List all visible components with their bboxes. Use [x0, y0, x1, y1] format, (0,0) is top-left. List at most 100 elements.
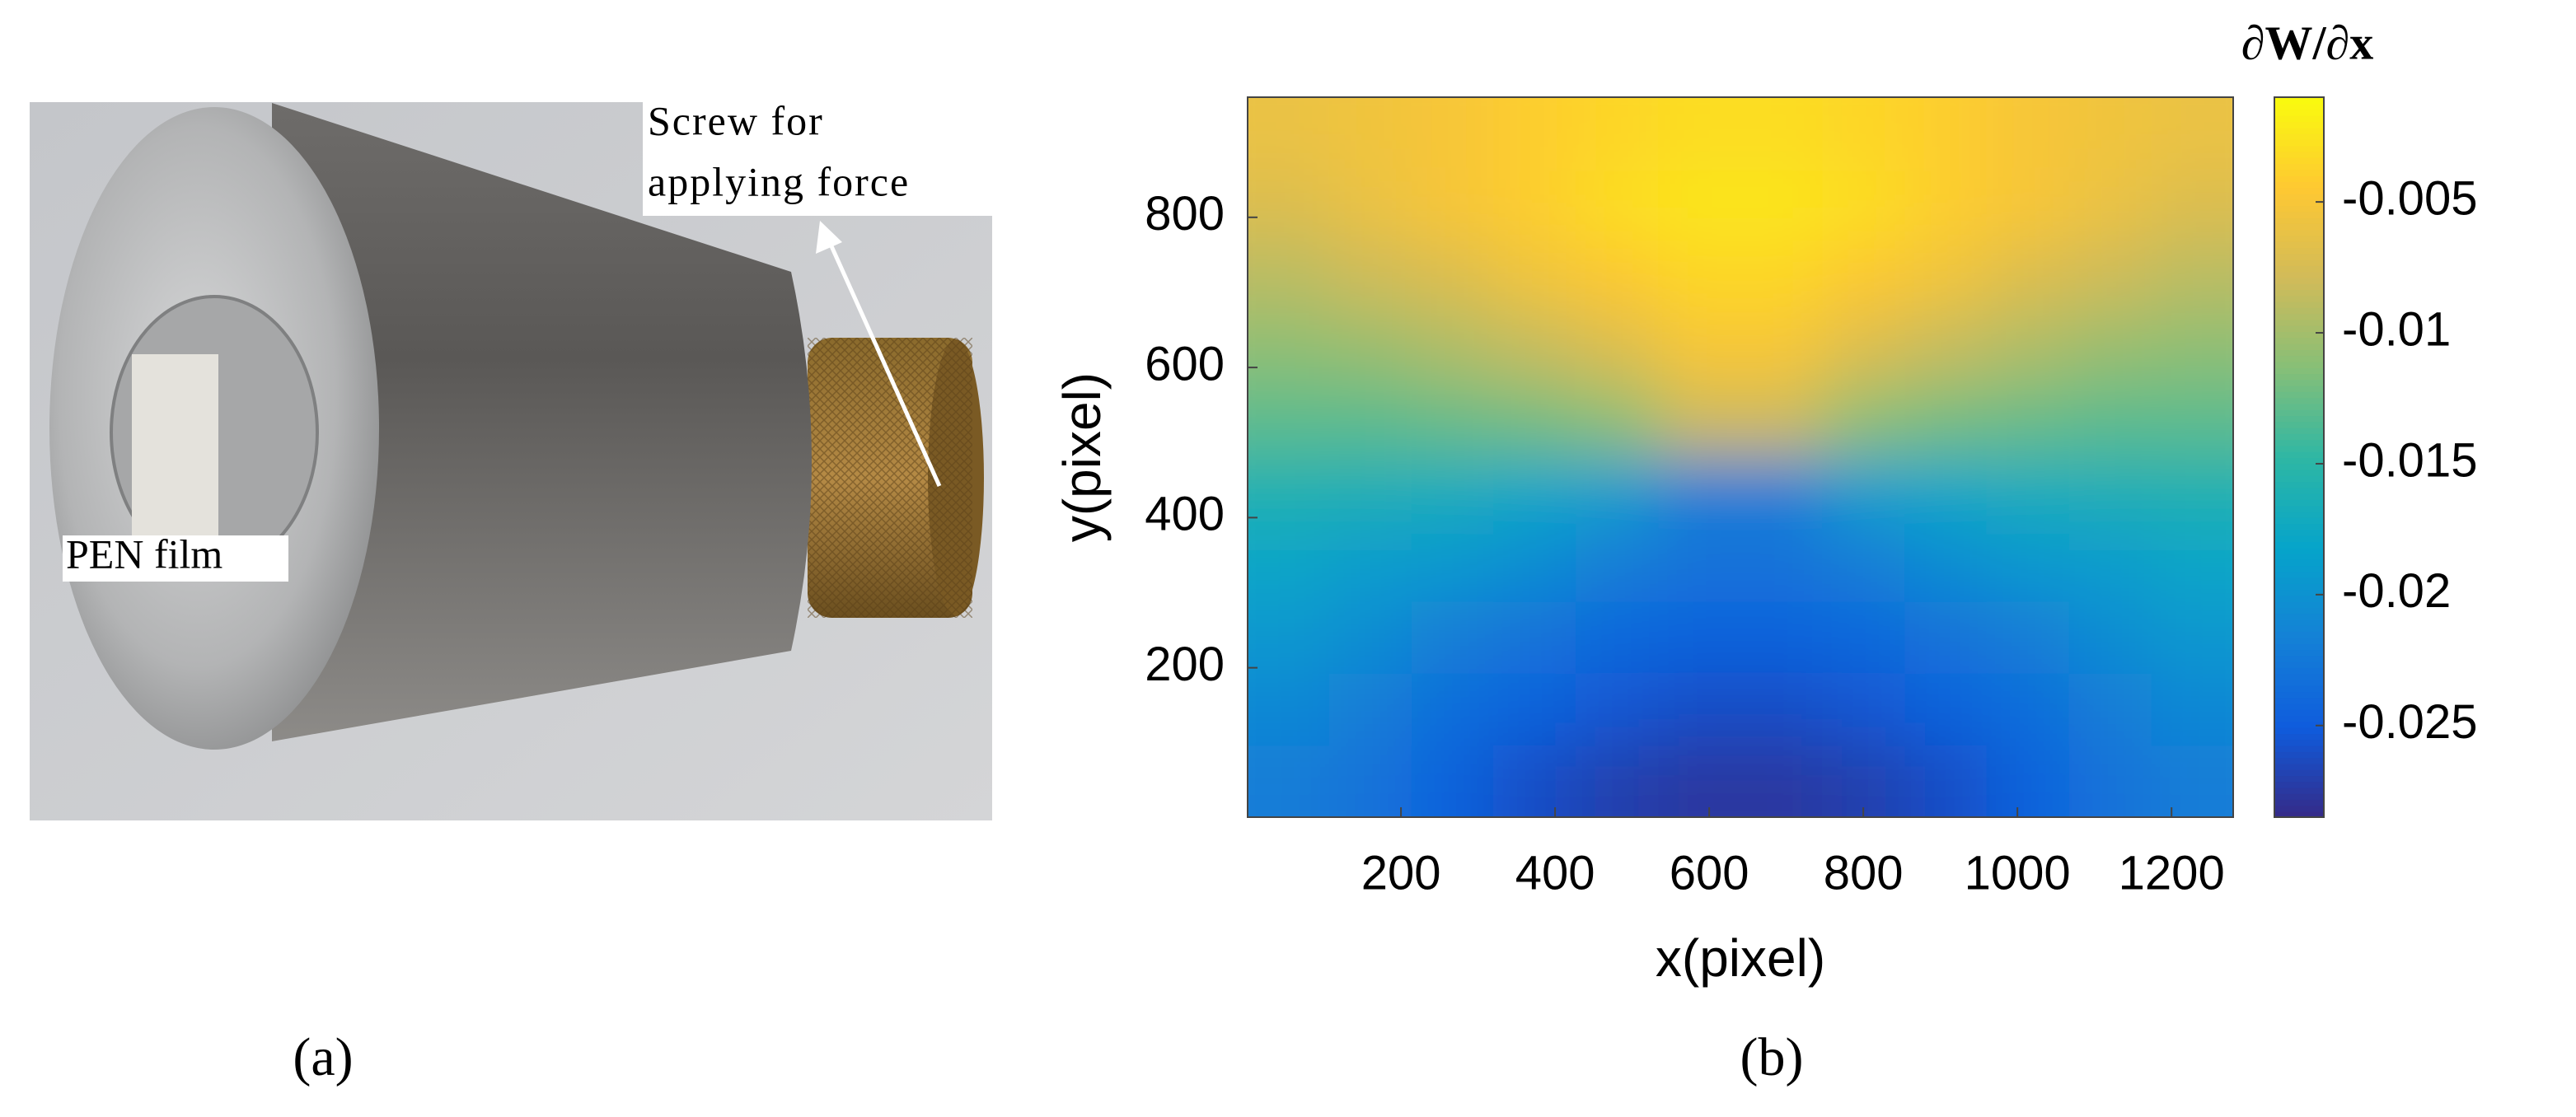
heatmap-cell [1658, 601, 1741, 675]
heatmap-cell [1328, 241, 1412, 315]
colorbar-band [2274, 637, 2324, 644]
colorbar-title: ∂W/∂x [2241, 16, 2373, 69]
y-tick-label: 600 [1145, 337, 1225, 390]
caption: (b) [1740, 1027, 1804, 1087]
colorbar-band [2274, 474, 2324, 483]
colorbar-band [2274, 259, 2324, 266]
heatmap-cell [1822, 313, 1905, 386]
colorbar-band [2274, 390, 2324, 399]
colorbar-band [2274, 247, 2324, 255]
heatmap-cell [1328, 97, 1412, 171]
heatmap-cell [1576, 529, 1659, 603]
heatmap-cell [1493, 745, 1576, 817]
heatmap-cell [1576, 97, 1659, 171]
caption: (a) [293, 1027, 353, 1087]
colorbar-band [2274, 175, 2324, 182]
colorbar-band [2274, 115, 2324, 123]
colorbar-band [2274, 481, 2324, 488]
heatmap-cell [1576, 241, 1659, 315]
colorbar-band [2274, 697, 2324, 704]
colorbar-band [2274, 487, 2324, 494]
colorbar-band [2274, 222, 2324, 231]
heatmap-cell [1822, 745, 1905, 817]
x-tick-label: 1200 [2119, 846, 2225, 900]
colorbar-band [2274, 415, 2324, 423]
heatmap-cell [1822, 241, 1905, 315]
screw-label: Screw for [648, 97, 824, 143]
heatmap-cell [1822, 601, 1905, 675]
heatmap-cell [1740, 169, 1823, 242]
colorbar-band [2274, 577, 2324, 584]
colorbar-band [2274, 727, 2324, 735]
heatmap-cell [1740, 529, 1823, 603]
colorbar-tick-label: -0.02 [2342, 564, 2451, 618]
colorbar-band [2274, 295, 2324, 302]
colorbar-band [2274, 721, 2324, 728]
colorbar-band [2274, 361, 2324, 368]
colorbar-band [2274, 613, 2324, 620]
heatmap-cell [1576, 386, 1659, 459]
colorbar-band [2274, 319, 2324, 326]
colorbar-band [2274, 498, 2324, 507]
colorbar-band [2274, 763, 2324, 770]
heatmap-cell [1658, 457, 1741, 530]
colorbar-band [2274, 337, 2324, 344]
heatmap-cell [2068, 313, 2152, 386]
colorbar-band [2274, 325, 2324, 333]
film-label: PEN film [66, 530, 222, 577]
colorbar-band [2274, 589, 2324, 596]
heatmap-cell [1904, 601, 1988, 675]
heatmap-cell [1411, 601, 1495, 675]
colorbar-band [2274, 715, 2324, 722]
x-tick-label: 400 [1515, 846, 1595, 900]
heatmap-cell [1411, 386, 1495, 459]
heatmap-cell [1248, 529, 1330, 603]
heatmap-cell [1904, 457, 1988, 530]
y-axis-label: y(pixel) [1052, 372, 1112, 542]
heatmap-cell [1576, 169, 1659, 242]
heatmap-cell [1822, 386, 1905, 459]
heatmap-cell [1822, 529, 1905, 603]
colorbar-band [2274, 283, 2324, 291]
heatmap-cell [1986, 529, 2070, 603]
heatmap-cell [1493, 386, 1576, 459]
colorbar-band [2274, 205, 2324, 213]
heatmap-cell [1248, 745, 1330, 817]
heatmap-cell [1493, 97, 1576, 171]
colorbar-tick-label: -0.005 [2342, 171, 2477, 225]
colorbar-band [2274, 301, 2324, 308]
heatmap-cell [1904, 673, 1988, 747]
colorbar-band [2274, 619, 2324, 626]
heatmap-cell [2151, 313, 2233, 386]
heatmap-cell [1328, 457, 1412, 530]
heatmap-cell [1328, 169, 1412, 242]
heatmap-cell [1986, 97, 2070, 171]
heatmap-cell [1904, 386, 1988, 459]
heatmap-cell [1986, 457, 2070, 530]
heatmap-cell [2068, 601, 2152, 675]
heatmap-cell [1822, 457, 1905, 530]
heatmap-cell [1493, 241, 1576, 315]
x-tick-label: 1000 [1965, 846, 2071, 900]
heatmap-cell [1248, 97, 1330, 171]
colorbar-band [2274, 451, 2324, 458]
colorbar-band [2274, 511, 2324, 518]
colorbar-band [2274, 379, 2324, 386]
colorbar-band [2274, 624, 2324, 633]
colorbar-band [2274, 571, 2324, 578]
heatmap-cell [1822, 673, 1905, 747]
x-tick-label: 200 [1361, 846, 1441, 900]
colorbar-band [2274, 666, 2324, 675]
colorbar-band [2274, 169, 2324, 176]
colorbar-band [2274, 757, 2324, 764]
colorbar-band [2274, 469, 2324, 476]
plot-frame [1247, 96, 2234, 818]
heatmap-cell [1740, 241, 1823, 315]
x-tick-label: 800 [1824, 846, 1904, 900]
heatmap-cell [1411, 529, 1495, 603]
heatmap-cell [1658, 97, 1741, 171]
colorbar-band [2274, 97, 2324, 105]
heatmap-cell [1576, 601, 1659, 675]
heatmap-cell [1248, 169, 1330, 242]
